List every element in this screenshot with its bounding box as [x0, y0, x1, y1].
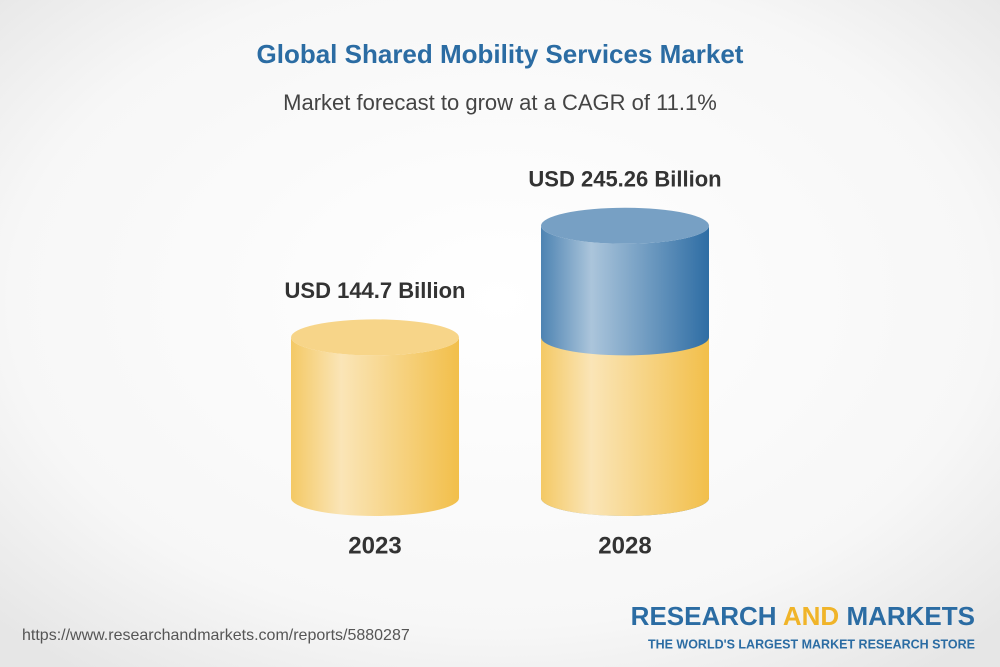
x-tick-label: 2028: [598, 532, 651, 559]
brand-tagline: THE WORLD'S LARGEST MARKET RESEARCH STOR…: [648, 637, 975, 651]
x-tick-label: 2023: [348, 532, 401, 559]
brand-word: MARKETS: [846, 601, 975, 631]
cylinder-body: [291, 337, 459, 516]
chart-subtitle: Market forecast to grow at a CAGR of 11.…: [283, 90, 717, 115]
brand-word: AND: [783, 601, 839, 631]
chart-title: Global Shared Mobility Services Market: [257, 39, 744, 69]
brand-word: RESEARCH: [631, 601, 777, 631]
brand: RESEARCH AND MARKETS: [631, 601, 975, 631]
value-label: USD 144.7 Billion: [285, 278, 466, 303]
source-url: https://www.researchandmarkets.com/repor…: [22, 627, 410, 644]
cylinder-body: [541, 337, 709, 516]
cylinder-top: [291, 319, 459, 356]
value-label: USD 245.26 Billion: [528, 167, 721, 192]
cylinder-top: [541, 207, 709, 244]
